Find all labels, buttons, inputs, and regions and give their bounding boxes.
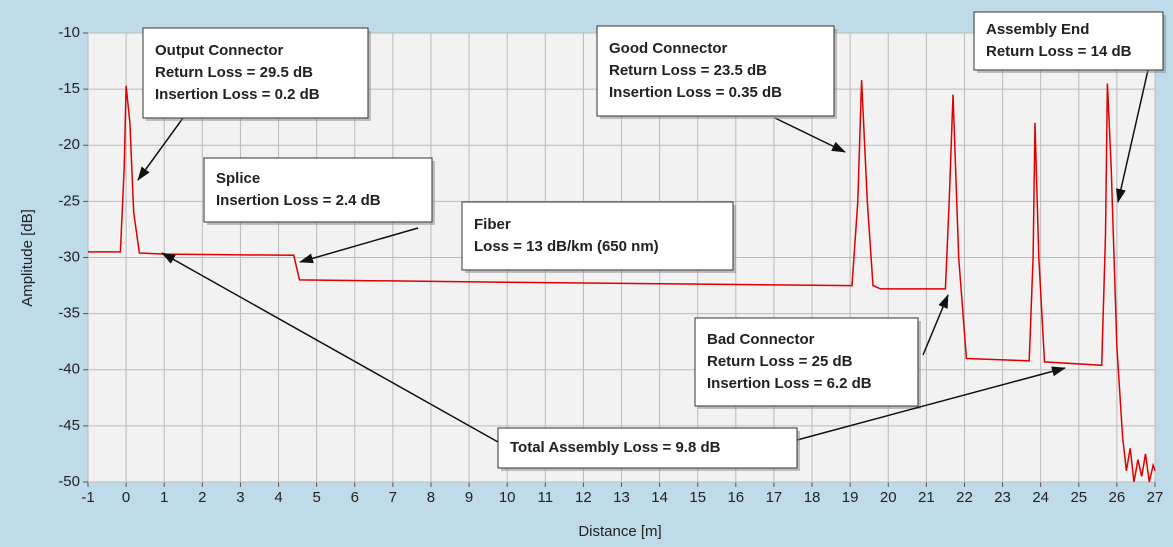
x-tick-label: 14 [651, 489, 668, 506]
x-tick-label: 16 [727, 489, 744, 506]
annotation-box [461, 201, 734, 271]
y-tick-label: -40 [58, 361, 80, 378]
trace-line [88, 80, 1156, 483]
annotation-arrow [137, 117, 184, 181]
annotation-text: Total Assembly Loss = 9.8 dB [510, 439, 721, 456]
x-tick-label: 10 [499, 489, 516, 506]
y-tick-label: -35 [58, 305, 80, 322]
x-tick-label: 15 [689, 489, 706, 506]
annotation-text: Insertion Loss = 6.2 dB [707, 375, 872, 392]
annotation-text: Loss = 13 dB/km (650 nm) [474, 238, 659, 255]
y-tick-label: -30 [58, 248, 80, 265]
x-tick-label: 19 [842, 489, 859, 506]
annotation-text: Return Loss = 14 dB [986, 43, 1132, 60]
annotation-arrow [1116, 69, 1149, 203]
y-tick-label: -50 [58, 473, 80, 490]
annotation-arrow [774, 117, 846, 153]
annotation-box [596, 25, 835, 117]
annotation-text: Output Connector [155, 42, 283, 59]
x-tick-label: 21 [918, 489, 935, 506]
x-tick-label: 5 [312, 489, 320, 506]
annotation-text: Assembly End [986, 21, 1089, 38]
annotation-arrow [161, 252, 499, 443]
y-tick-label: -15 [58, 80, 80, 97]
x-tick-label: 4 [274, 489, 282, 506]
annotation-text: Bad Connector [707, 331, 815, 348]
y-tick-label: -10 [58, 24, 80, 41]
annotation-text: Insertion Loss = 2.4 dB [216, 192, 381, 209]
x-tick-label: 23 [994, 489, 1011, 506]
x-tick-label: 18 [804, 489, 821, 506]
annotation-text: Return Loss = 29.5 dB [155, 64, 313, 81]
y-axis-label: Amplitude [dB] [19, 209, 36, 307]
annotation-box [973, 11, 1164, 71]
x-tick-label: 6 [351, 489, 359, 506]
x-tick-label: 17 [766, 489, 783, 506]
x-tick-label: 8 [427, 489, 435, 506]
x-tick-label: 3 [236, 489, 244, 506]
annotation-text: Return Loss = 23.5 dB [609, 62, 767, 79]
annotation-text: Insertion Loss = 0.2 dB [155, 86, 320, 103]
annotation-arrow [796, 366, 1066, 441]
y-tick-label: -25 [58, 192, 80, 209]
annotation-box [497, 427, 798, 469]
x-tick-label: 13 [613, 489, 630, 506]
x-tick-label: 22 [956, 489, 973, 506]
x-tick-label: 24 [1032, 489, 1049, 506]
x-tick-label: 0 [122, 489, 130, 506]
x-tick-label: 11 [537, 489, 553, 506]
annotation-box [694, 317, 919, 407]
x-tick-label: 2 [198, 489, 206, 506]
annotation-text: Return Loss = 25 dB [707, 353, 853, 370]
annotation-text: Good Connector [609, 40, 727, 57]
x-tick-label: 27 [1147, 489, 1164, 506]
annotation-text: Fiber [474, 216, 511, 233]
annotation-box [142, 27, 369, 119]
annotation-text: Splice [216, 170, 260, 187]
x-tick-label: 26 [1109, 489, 1126, 506]
annotation-arrow [922, 294, 949, 356]
annotation-box [203, 157, 433, 223]
x-tick-label: 1 [160, 489, 168, 506]
annotation-text: Insertion Loss = 0.35 dB [609, 84, 782, 101]
y-tick-label: -20 [58, 136, 80, 153]
x-tick-label: 9 [465, 489, 473, 506]
x-axis-label: Distance [m] [578, 523, 661, 540]
x-tick-label: 7 [389, 489, 397, 506]
annotation-arrow [299, 227, 419, 264]
x-tick-label: 12 [575, 489, 592, 506]
x-tick-label: 20 [880, 489, 897, 506]
x-tick-label: 25 [1070, 489, 1087, 506]
x-tick-label: -1 [81, 489, 94, 506]
y-tick-label: -45 [58, 417, 80, 434]
